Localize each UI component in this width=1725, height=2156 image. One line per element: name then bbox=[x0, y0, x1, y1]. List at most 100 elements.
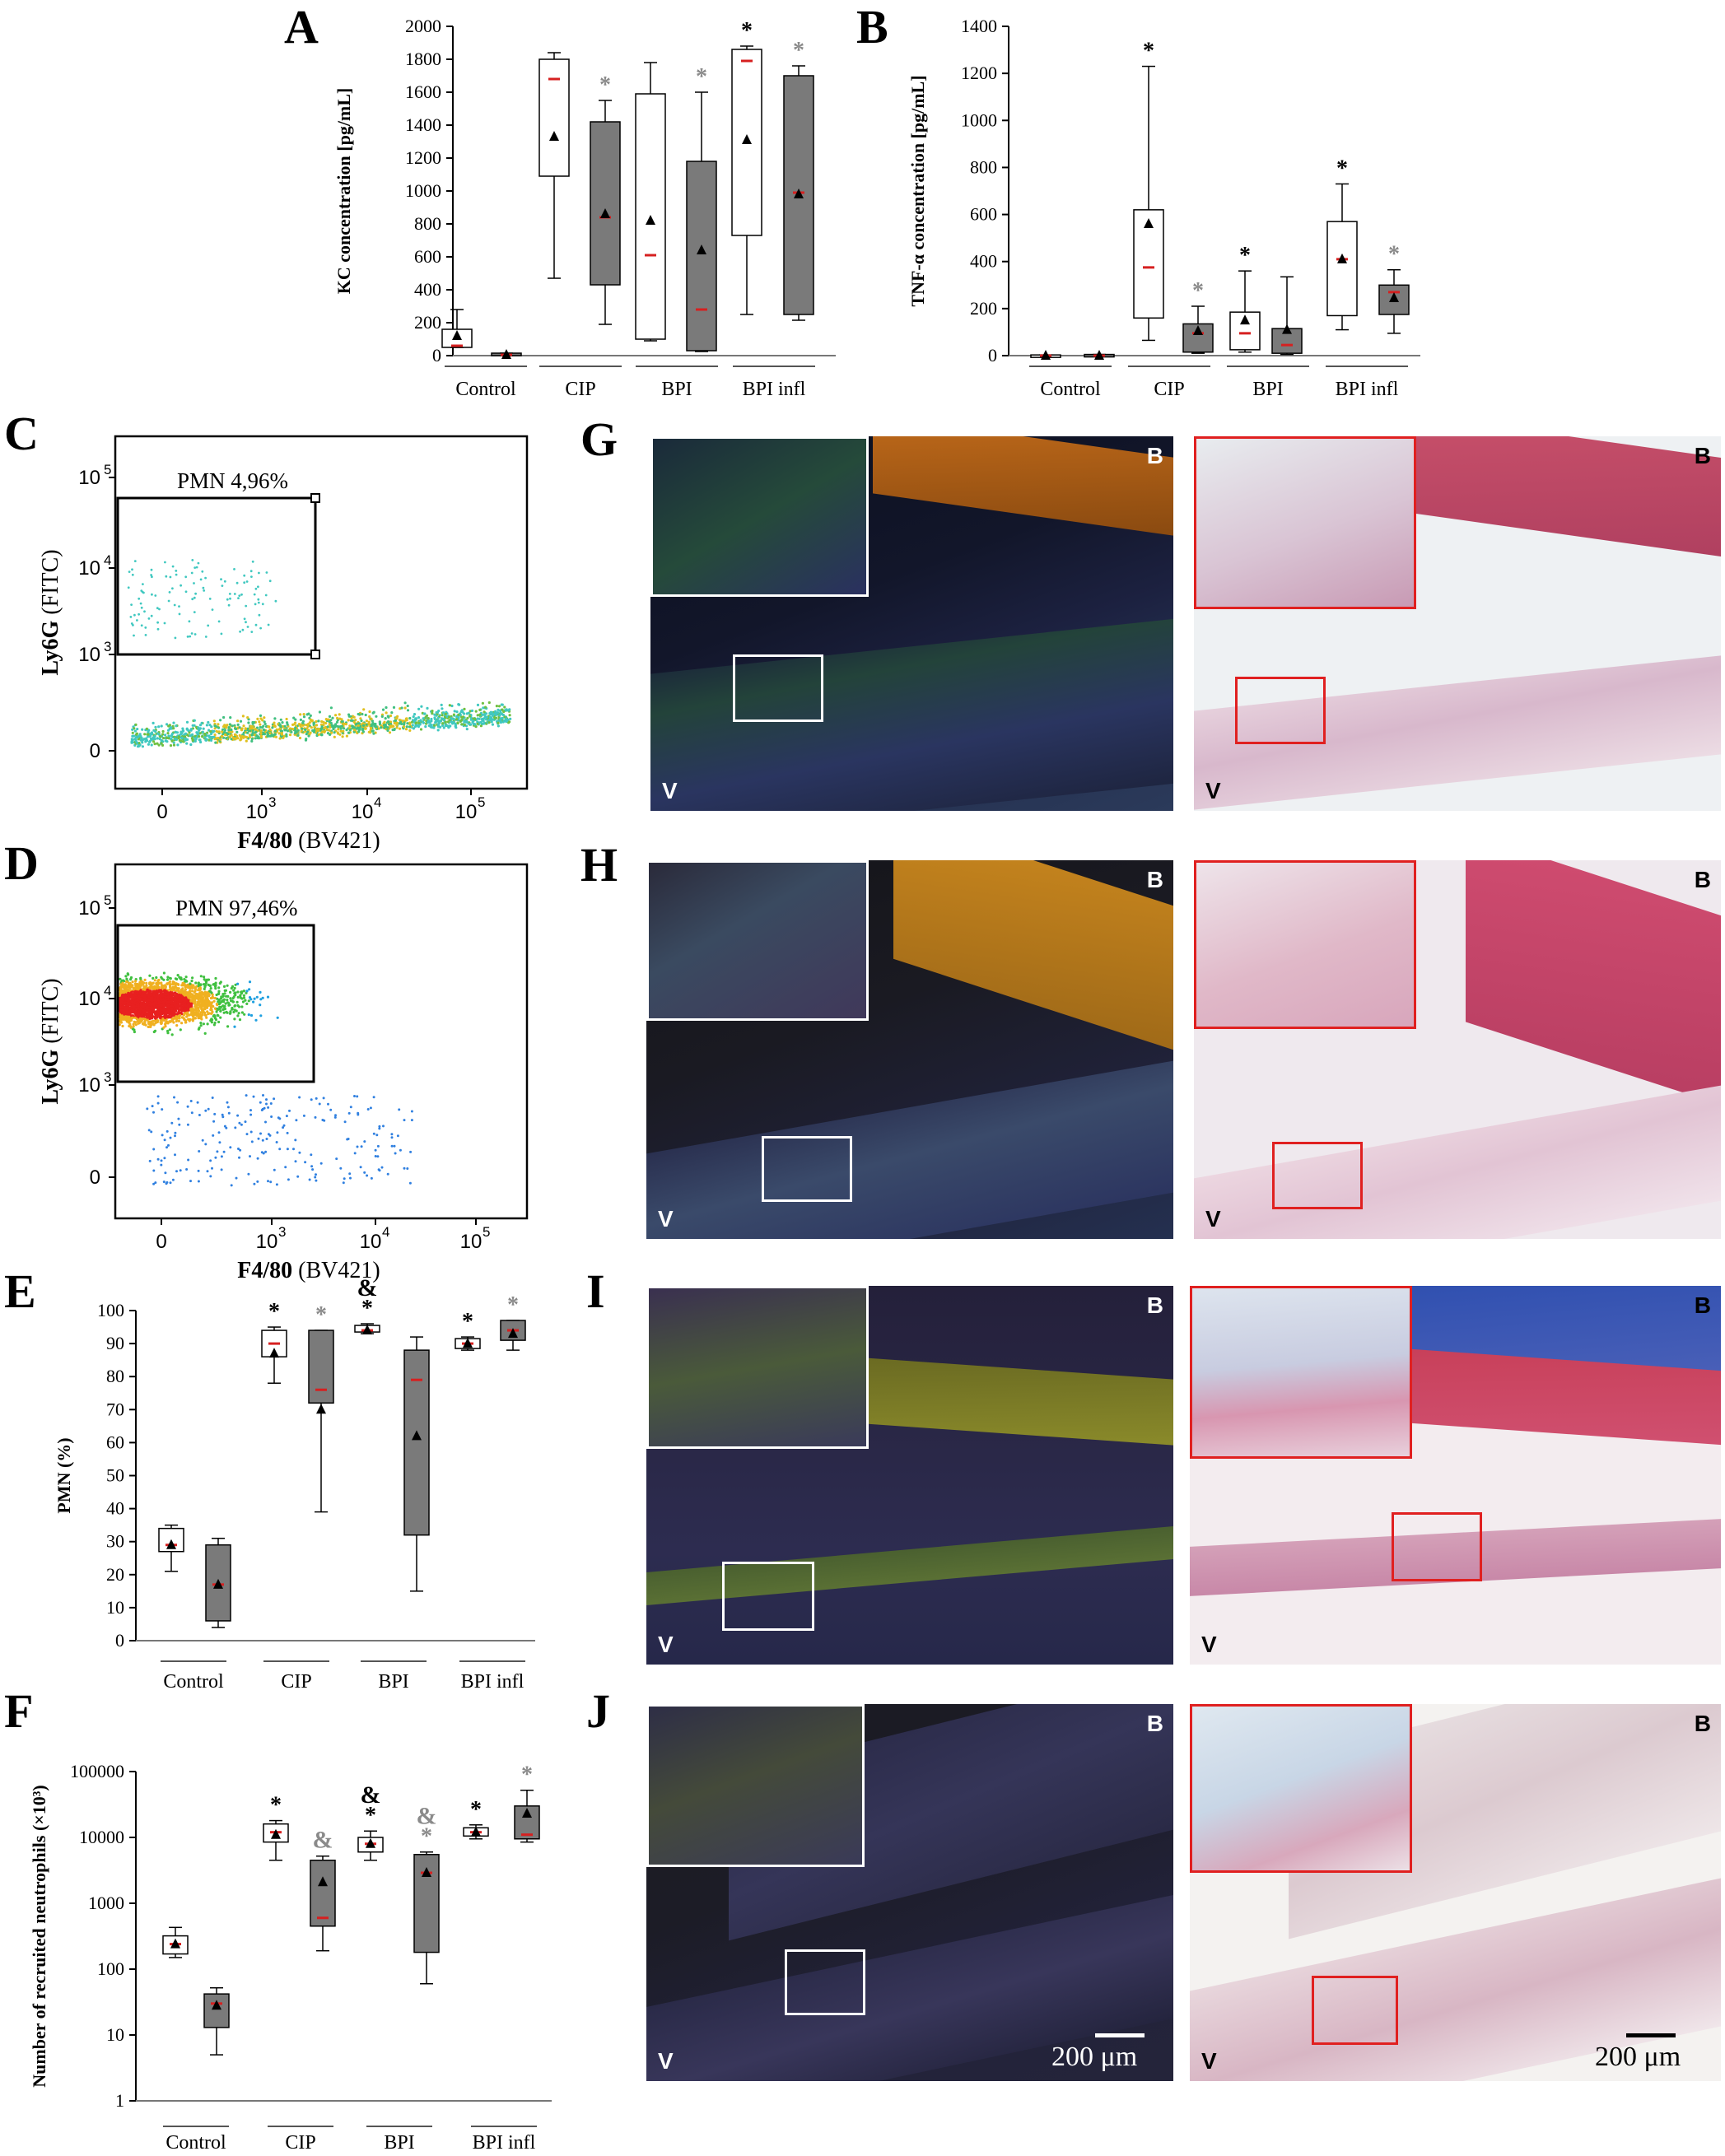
inset-zoom bbox=[1190, 1704, 1412, 1873]
event-dot bbox=[204, 979, 207, 982]
mean-marker bbox=[471, 1826, 481, 1837]
event-dot bbox=[149, 734, 152, 738]
event-dot bbox=[149, 985, 152, 988]
y-tick-label: 50 bbox=[106, 1465, 124, 1486]
event-dot bbox=[178, 605, 180, 608]
event-dot bbox=[280, 731, 283, 734]
event-dot bbox=[501, 708, 504, 711]
event-dot bbox=[333, 1115, 337, 1119]
roi-box bbox=[722, 1562, 814, 1631]
event-dot bbox=[215, 1010, 218, 1013]
event-dot bbox=[150, 1130, 153, 1134]
event-dot bbox=[380, 1166, 384, 1169]
event-dot bbox=[326, 732, 330, 735]
event-dot bbox=[149, 1025, 152, 1028]
event-dot bbox=[442, 718, 446, 721]
significance-marker: * bbox=[1239, 243, 1251, 268]
micrograph-g-fluorescence: B V bbox=[650, 436, 1173, 811]
event-dot bbox=[405, 725, 408, 729]
event-dot bbox=[172, 1021, 175, 1024]
event-dot bbox=[169, 726, 172, 729]
event-dot bbox=[259, 1014, 263, 1017]
event-dot bbox=[146, 1107, 149, 1111]
event-dot bbox=[226, 994, 230, 998]
panel-letter-c: C bbox=[4, 407, 39, 460]
event-dot bbox=[140, 624, 143, 627]
event-dot bbox=[133, 1028, 136, 1031]
significance-marker: * bbox=[696, 64, 707, 90]
event-dot bbox=[157, 725, 161, 729]
event-dot bbox=[254, 623, 258, 626]
x-tick-exponent: 5 bbox=[478, 794, 485, 810]
event-dot bbox=[264, 1120, 267, 1124]
event-dot bbox=[229, 730, 232, 733]
significance-marker: * bbox=[270, 1793, 282, 1818]
event-dot bbox=[162, 993, 166, 996]
event-dot bbox=[159, 1021, 162, 1024]
event-dot bbox=[136, 619, 138, 622]
event-dot bbox=[224, 733, 227, 737]
y-tick-label: 400 bbox=[970, 251, 997, 272]
event-dot bbox=[161, 1013, 164, 1016]
event-dot bbox=[258, 571, 260, 575]
event-dot bbox=[133, 1021, 137, 1024]
event-dot bbox=[357, 724, 360, 727]
event-dot bbox=[199, 975, 203, 978]
event-dot bbox=[410, 1119, 413, 1122]
event-dot bbox=[259, 723, 262, 726]
event-dot bbox=[216, 1150, 219, 1153]
event-dot bbox=[395, 721, 399, 724]
significance-marker: * bbox=[1192, 278, 1204, 304]
event-dot bbox=[239, 630, 241, 633]
event-dot bbox=[164, 1025, 167, 1028]
event-dot bbox=[158, 981, 161, 985]
y-tick-label: 1400 bbox=[405, 114, 441, 135]
y-tick-exponent: 3 bbox=[104, 639, 111, 654]
muscle-band bbox=[1466, 860, 1721, 1111]
box-bpi-infl-white: * bbox=[1326, 156, 1358, 331]
event-dot bbox=[119, 1005, 122, 1009]
event-dot bbox=[448, 719, 451, 722]
event-dot bbox=[122, 994, 125, 997]
event-dot bbox=[266, 995, 270, 999]
event-dot bbox=[264, 594, 268, 597]
event-dot bbox=[154, 725, 157, 729]
event-dot bbox=[440, 717, 444, 720]
box-bpi-infl-gray: * bbox=[500, 1292, 526, 1351]
event-dot bbox=[171, 587, 174, 590]
event-dot bbox=[219, 719, 222, 722]
event-dot bbox=[205, 1016, 208, 1019]
event-dot bbox=[483, 710, 486, 714]
y-tick-label: 10 bbox=[78, 557, 100, 580]
event-dot bbox=[317, 719, 320, 723]
event-dot bbox=[254, 737, 257, 740]
event-dot bbox=[288, 727, 292, 730]
event-dot bbox=[427, 721, 430, 724]
event-dot bbox=[469, 718, 473, 721]
event-dot bbox=[213, 733, 217, 737]
event-dot bbox=[162, 1180, 166, 1184]
event-dot bbox=[156, 627, 160, 631]
event-dot bbox=[193, 719, 196, 722]
event-dot bbox=[254, 728, 257, 731]
event-dot bbox=[254, 603, 257, 606]
event-dot bbox=[467, 711, 470, 715]
event-dot bbox=[455, 715, 459, 719]
event-dot bbox=[236, 737, 240, 740]
event-dot bbox=[249, 1155, 251, 1158]
mean-marker bbox=[742, 134, 752, 144]
event-dot bbox=[209, 1175, 212, 1178]
event-dot bbox=[262, 1094, 264, 1097]
event-dot bbox=[398, 727, 402, 730]
event-dot bbox=[463, 707, 466, 711]
tag-v: V bbox=[1205, 778, 1221, 803]
event-dot bbox=[417, 707, 421, 710]
event-dot bbox=[180, 1022, 184, 1025]
event-dot bbox=[172, 1013, 175, 1017]
event-dot bbox=[246, 727, 249, 731]
event-dot bbox=[311, 1168, 315, 1171]
event-dot bbox=[268, 580, 272, 583]
significance-marker: * bbox=[1336, 156, 1348, 181]
event-dot bbox=[333, 725, 337, 729]
event-dot bbox=[237, 597, 240, 599]
